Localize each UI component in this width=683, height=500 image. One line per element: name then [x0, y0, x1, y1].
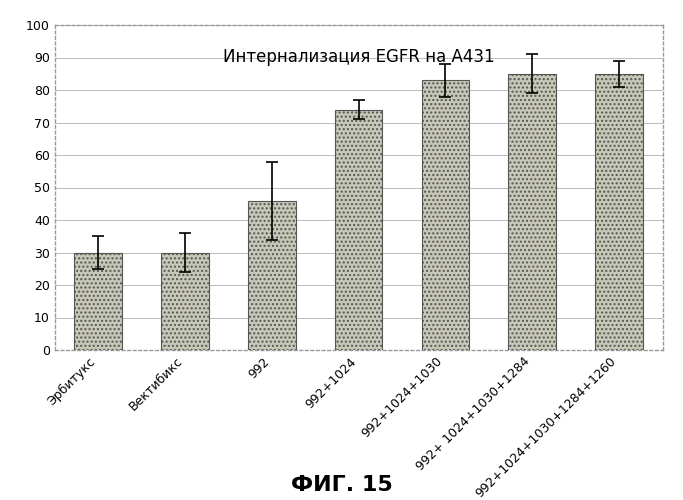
- Bar: [421, 80, 469, 350]
- Text: Интернализация EGFR на А431: Интернализация EGFR на А431: [223, 48, 494, 66]
- Bar: [335, 110, 382, 350]
- Bar: [595, 74, 643, 350]
- Bar: [248, 200, 296, 350]
- Bar: [508, 74, 556, 350]
- Bar: [161, 252, 209, 350]
- Bar: [74, 252, 122, 350]
- Text: ФИГ. 15: ФИГ. 15: [291, 475, 392, 495]
